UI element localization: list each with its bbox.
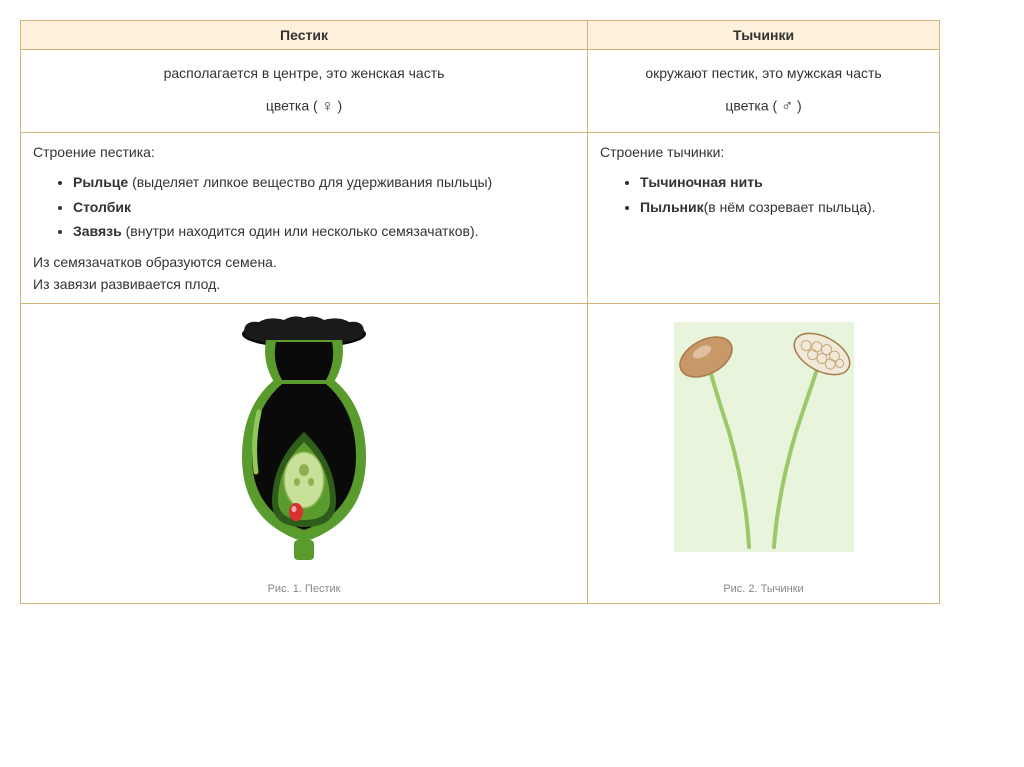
structure-stamen: Строение тычинки: Тычиночная нить Пыльни… — [588, 132, 940, 303]
header-pistil: Пестик — [21, 21, 588, 50]
structure-pistil-title: Строение пестика: — [33, 141, 575, 163]
stamen-illustration — [654, 312, 874, 572]
list-item: Тычиночная нить — [640, 171, 927, 193]
figure-pistil-caption: Рис. 1. Пестик — [33, 583, 575, 595]
male-symbol: ♂ — [781, 98, 793, 115]
list-item: Пыльник(в нём созревает пыльца). — [640, 196, 927, 218]
list-item: Завязь (внутри находится один или нескол… — [73, 220, 575, 242]
pistil-illustration — [214, 312, 394, 572]
desc-stamen: окружают пестик, это мужская часть цветк… — [588, 50, 940, 133]
figure-stamen-cell: Рис. 2. Тычинки — [588, 304, 940, 604]
structure-pistil-list: Рыльце (выделяет липкое вещество для уде… — [33, 171, 575, 242]
figure-pistil-cell: Рис. 1. Пестик — [21, 304, 588, 604]
desc-pistil-post: ) — [337, 97, 342, 113]
list-item: Рыльце (выделяет липкое вещество для уде… — [73, 171, 575, 193]
structure-pistil-foot2: Из завязи развивается плод. — [33, 273, 575, 295]
comparison-table: Пестик Тычинки располагается в центре, э… — [20, 20, 940, 604]
structure-pistil: Строение пестика: Рыльце (выделяет липко… — [21, 132, 588, 303]
desc-pistil-line1: располагается в центре, это женская част… — [164, 65, 445, 81]
list-item: Столбик — [73, 196, 575, 218]
female-symbol: ♀ — [322, 98, 334, 115]
structure-stamen-list: Тычиночная нить Пыльник(в нём созревает … — [600, 171, 927, 218]
desc-stamen-line1: окружают пестик, это мужская часть — [645, 65, 881, 81]
header-stamen: Тычинки — [588, 21, 940, 50]
desc-stamen-pre: цветка ( — [725, 97, 781, 113]
desc-pistil-pre: цветка ( — [266, 97, 322, 113]
structure-pistil-foot1: Из семязачатков образуются семена. — [33, 251, 575, 273]
figure-stamen-caption: Рис. 2. Тычинки — [600, 583, 927, 595]
desc-stamen-post: ) — [797, 97, 802, 113]
structure-stamen-title: Строение тычинки: — [600, 141, 927, 163]
desc-pistil: располагается в центре, это женская част… — [21, 50, 588, 133]
